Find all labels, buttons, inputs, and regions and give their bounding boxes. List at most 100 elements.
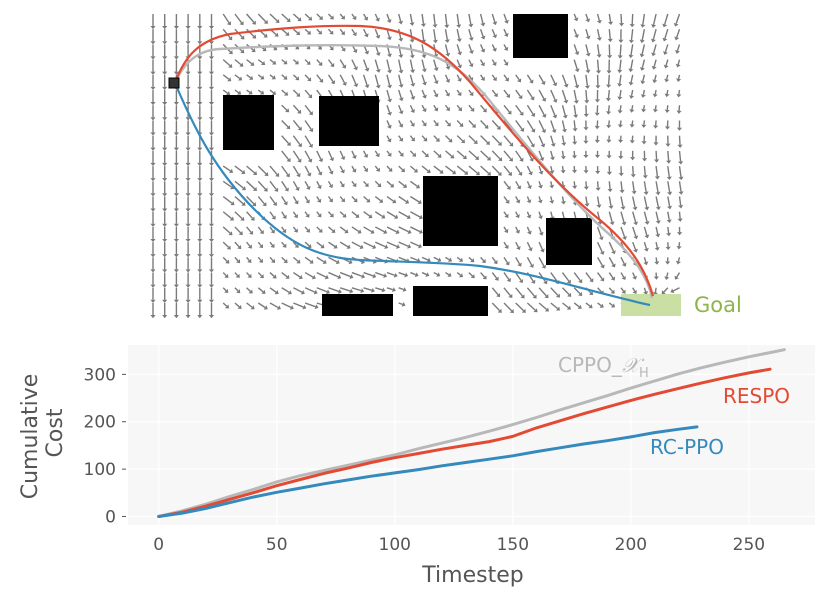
vector-field-arrowhead-icon bbox=[197, 254, 203, 258]
vector-field-arrowhead-icon bbox=[162, 102, 168, 106]
vector-field-arrowhead-icon bbox=[383, 229, 388, 235]
vector-field-arrowhead-icon bbox=[552, 114, 558, 119]
vector-field-arrowhead-icon bbox=[185, 102, 191, 106]
vector-field-arrowhead-icon bbox=[352, 48, 358, 53]
vector-field-arrowhead-icon bbox=[394, 214, 399, 219]
vector-field-arrow-icon bbox=[468, 104, 473, 110]
vector-field-arrow-icon bbox=[281, 59, 286, 63]
vector-field-arrow-icon bbox=[503, 104, 510, 113]
vector-field-arrowhead-icon bbox=[620, 206, 626, 210]
vector-field-arrow-icon bbox=[538, 211, 542, 217]
series-lines bbox=[157, 348, 786, 518]
obstacle bbox=[322, 294, 393, 316]
vector-field-arrow-icon bbox=[550, 196, 553, 201]
series-label-cppo-main: CPPO_ bbox=[558, 353, 623, 377]
vector-field-arrow-icon bbox=[538, 302, 547, 310]
vector-field-arrowhead-icon bbox=[664, 93, 670, 98]
vector-field-arrowhead-icon bbox=[456, 24, 462, 28]
vector-field-arrowhead-icon bbox=[260, 75, 265, 80]
vector-field-arrow-icon bbox=[608, 120, 610, 126]
vector-field-arrow-icon bbox=[281, 135, 290, 144]
vector-field-arrow-icon bbox=[398, 89, 402, 99]
vector-field-arrowhead-icon bbox=[619, 189, 625, 194]
vector-field-arrow-icon bbox=[608, 181, 611, 190]
vector-field-arrowhead-icon bbox=[296, 92, 301, 97]
vector-field-arrowhead-icon bbox=[241, 169, 246, 174]
vector-field-arrowhead-icon bbox=[666, 176, 672, 180]
vector-field-arrow-icon bbox=[607, 74, 610, 85]
vector-field-arrowhead-icon bbox=[317, 45, 322, 50]
vector-field-arrow-icon bbox=[222, 256, 228, 262]
vector-field-arrowhead-icon bbox=[285, 108, 290, 113]
vector-field-arrow-icon bbox=[573, 89, 578, 101]
vector-field-arrow-icon bbox=[643, 166, 646, 176]
vector-field-arrowhead-icon bbox=[606, 155, 612, 159]
vector-field-arrow-icon bbox=[246, 256, 250, 261]
vector-field-arrowhead-icon bbox=[264, 172, 269, 177]
vector-field-arrowhead-icon bbox=[585, 52, 591, 57]
vector-field-arrowhead-icon bbox=[551, 129, 557, 134]
vector-field-arrow-icon bbox=[480, 272, 486, 278]
vector-field-arrow-icon bbox=[328, 226, 334, 232]
vector-field-arrowhead-icon bbox=[531, 279, 536, 284]
vector-field-arrow-icon bbox=[269, 59, 275, 64]
vector-field-arrow-icon bbox=[515, 180, 520, 188]
vector-field-arrow-icon bbox=[386, 13, 390, 21]
vector-field-arrowhead-icon bbox=[574, 34, 579, 38]
vector-field-arrow-icon bbox=[281, 211, 286, 217]
vector-field-arrowhead-icon bbox=[285, 274, 290, 279]
series-label-cppo-sub: H bbox=[639, 366, 649, 381]
vector-field-arrowhead-icon bbox=[398, 110, 404, 115]
vector-field-arrowhead-icon bbox=[468, 63, 474, 68]
x-tick-label: 250 bbox=[733, 535, 765, 555]
vector-field-arrowhead-icon bbox=[384, 244, 389, 250]
vector-field-arrowhead-icon bbox=[573, 100, 579, 104]
vector-field-arrowhead-icon bbox=[663, 64, 669, 69]
vector-field-arrow-icon bbox=[375, 287, 383, 291]
vector-field-arrowhead-icon bbox=[606, 70, 612, 74]
vector-field-arrowhead-icon bbox=[410, 109, 416, 114]
vector-field-arrow-icon bbox=[652, 13, 657, 25]
vector-field-arrowhead-icon bbox=[162, 238, 168, 243]
vector-field-arrowhead-icon bbox=[185, 254, 191, 258]
vector-field-arrow-icon bbox=[327, 150, 333, 159]
vector-field-arrow-icon bbox=[257, 256, 262, 261]
vector-field-arrowhead-icon bbox=[283, 60, 288, 65]
vector-field-arrowhead-icon bbox=[173, 117, 179, 121]
vector-field-arrow-icon bbox=[515, 257, 521, 265]
vector-field-arrowhead-icon bbox=[247, 244, 252, 249]
vector-field-arrow-icon bbox=[327, 74, 334, 82]
vector-field-arrow-icon bbox=[222, 165, 231, 172]
vector-field-arrowhead-icon bbox=[208, 284, 215, 288]
vector-field-arrow-icon bbox=[678, 89, 681, 95]
vector-field-arrowhead-icon bbox=[398, 54, 404, 59]
vector-field-arrowhead-icon bbox=[480, 22, 486, 27]
vector-field-arrowhead-icon bbox=[423, 137, 428, 142]
vector-field-arrow-icon bbox=[222, 180, 233, 188]
vector-field-arrow-icon bbox=[398, 287, 404, 291]
vector-field-arrowhead-icon bbox=[585, 18, 591, 23]
vector-field-arrowhead-icon bbox=[450, 154, 455, 159]
vector-field-arrow-icon bbox=[515, 287, 524, 297]
vector-field-arrowhead-icon bbox=[352, 15, 357, 20]
vector-field-arrowhead-icon bbox=[664, 276, 670, 280]
vector-field-arrow-icon bbox=[257, 302, 266, 309]
vector-field-arrowhead-icon bbox=[518, 171, 523, 176]
vector-field-arrowhead-icon bbox=[251, 48, 256, 53]
vector-field-arrow-icon bbox=[293, 302, 304, 308]
vector-field-arrowhead-icon bbox=[504, 77, 509, 82]
vector-field-arrowhead-icon bbox=[664, 109, 670, 113]
vector-field-arrowhead-icon bbox=[150, 269, 156, 273]
vector-field-arrowhead-icon bbox=[150, 86, 156, 91]
vector-field-arrow-icon bbox=[316, 165, 321, 173]
vector-field-arrowhead-icon bbox=[235, 273, 240, 278]
vector-field-arrowhead-icon bbox=[197, 178, 203, 182]
vector-field-arrowhead-icon bbox=[663, 51, 668, 56]
vector-field-arrowhead-icon bbox=[667, 205, 673, 210]
vector-field-arrowhead-icon bbox=[399, 152, 404, 157]
vector-field-arrowhead-icon bbox=[258, 244, 264, 249]
vector-field-arrowhead-icon bbox=[459, 122, 464, 128]
vector-field-arrowhead-icon bbox=[150, 193, 156, 197]
vector-field-arrowhead-icon bbox=[528, 171, 533, 176]
vector-field-arrowhead-icon bbox=[471, 123, 476, 128]
